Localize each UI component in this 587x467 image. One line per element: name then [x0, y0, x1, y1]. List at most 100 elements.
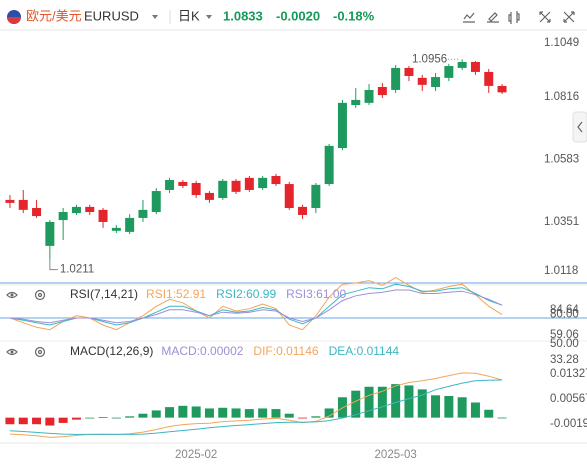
- price-change: -0.0020: [276, 8, 320, 23]
- candle-body: [165, 180, 175, 190]
- legend-entry: RSI3:61.00: [286, 287, 346, 301]
- candle-body: [98, 209, 108, 222]
- candle-body: [324, 145, 334, 185]
- candle-body: [151, 191, 161, 213]
- legend-entry: DIF:0.01146: [253, 344, 318, 358]
- macd-bar: [178, 405, 188, 418]
- macd-bar: [218, 407, 228, 418]
- macd-bar: [111, 417, 121, 419]
- candle-body: [58, 212, 68, 221]
- legend-entry: MACD:0.00002: [161, 344, 243, 358]
- collapse-button-bg[interactable]: [572, 111, 587, 143]
- candle-body: [244, 177, 254, 190]
- macd-bar: [431, 395, 441, 418]
- candle-body: [271, 175, 281, 185]
- macd-bar: [165, 407, 175, 418]
- y-tick-label: 1.0816: [544, 91, 579, 103]
- indicator-button[interactable]: [463, 12, 475, 23]
- eye-icon[interactable]: [6, 348, 18, 356]
- macd-bar: [284, 413, 294, 418]
- macd-bar: [271, 409, 281, 418]
- macd-tools: [6, 346, 46, 358]
- macd-bar: [364, 386, 374, 418]
- macd-bar: [32, 417, 42, 425]
- candle-body: [298, 206, 308, 215]
- close-button[interactable]: [563, 11, 575, 23]
- y-tick-label: 1.0118: [544, 265, 578, 277]
- candle-body: [138, 209, 148, 218]
- candle-body: [18, 199, 28, 210]
- y-tick-label: 50.00: [550, 338, 579, 350]
- candle-body: [497, 85, 507, 93]
- flag-icon-half: [7, 17, 21, 24]
- candle-body: [218, 180, 228, 199]
- macd-bar: [45, 417, 55, 426]
- candle-body: [32, 207, 42, 217]
- macd-bar: [351, 390, 361, 418]
- candle-body: [71, 206, 81, 214]
- macd-bar: [85, 417, 95, 419]
- settings-icon-core: [37, 292, 43, 298]
- rsi-tools: [6, 289, 46, 301]
- candle-body: [85, 206, 95, 213]
- legend-entry: RSI2:60.99: [216, 287, 276, 301]
- x-tick-label: 2025-02: [175, 449, 217, 461]
- macd-bar: [470, 402, 480, 418]
- y-tick-label: 84.64: [550, 304, 579, 316]
- draw-button[interactable]: [487, 12, 499, 23]
- macd-line: [9, 372, 503, 438]
- macd-bar: [457, 397, 467, 418]
- instrument-symbol[interactable]: EURUSD: [84, 8, 139, 23]
- last-price: 1.0833: [223, 8, 263, 23]
- candle-body: [417, 77, 427, 85]
- candle-body: [258, 177, 268, 189]
- candle-body: [191, 182, 201, 196]
- macd-bar: [204, 408, 214, 418]
- period[interactable]: 日K: [178, 8, 200, 23]
- macd-bar: [191, 406, 201, 418]
- candle-body: [391, 67, 401, 90]
- macd-bar: [444, 395, 454, 418]
- candle-body: [377, 86, 387, 96]
- low-marker-line: [49, 259, 58, 271]
- settings-icon[interactable]: [34, 289, 46, 301]
- macd-bar: [138, 413, 148, 418]
- candle-body: [457, 61, 467, 68]
- macd-bar: [391, 384, 401, 418]
- eye-icon[interactable]: [6, 291, 18, 299]
- candle-body: [178, 181, 188, 186]
- macd-bar: [298, 417, 308, 419]
- y-tick-label: 59.06: [550, 329, 579, 341]
- instrument-name[interactable]: 欧元/美元: [26, 8, 82, 23]
- rsi-line: [9, 289, 503, 324]
- y-tick-label: 80.00: [550, 309, 579, 321]
- candle-body: [111, 227, 121, 231]
- candle-body: [404, 67, 414, 76]
- settings-icon[interactable]: [34, 346, 46, 358]
- dropdown-arrow[interactable]: [152, 15, 158, 19]
- header: 欧元/美元 EURUSD 日K 1.0833 -0.0020 -0.18%: [7, 8, 575, 24]
- y-tick-label: 33.28: [550, 354, 579, 366]
- collapse-chevron[interactable]: [577, 121, 583, 133]
- candle-body: [351, 99, 361, 106]
- x-tick-label: 2025-03: [375, 449, 417, 461]
- macd-bar: [417, 389, 427, 418]
- collapse-button[interactable]: [572, 111, 587, 143]
- eye-pupil: [10, 293, 14, 297]
- y-tick-label: 1.0583: [544, 154, 579, 166]
- macd-bar: [125, 416, 135, 418]
- candle-body: [125, 217, 135, 232]
- candle-body: [337, 102, 347, 149]
- candle-body: [231, 180, 241, 192]
- dropdown-arrow[interactable]: [206, 15, 212, 19]
- chart-type-button[interactable]: [508, 11, 520, 24]
- candle-body: [364, 89, 374, 103]
- eye-pupil: [10, 350, 14, 354]
- candle-body: [484, 71, 494, 86]
- fullscreen-button[interactable]: [539, 11, 551, 23]
- macd-bar: [244, 409, 254, 418]
- panel-title: MACD(12,26,9): [70, 344, 153, 358]
- legend-entry: RSI1:52.91: [146, 287, 206, 301]
- y-tick-label: 0.00567: [550, 393, 587, 405]
- y-tick-label: 1.0351: [544, 216, 579, 228]
